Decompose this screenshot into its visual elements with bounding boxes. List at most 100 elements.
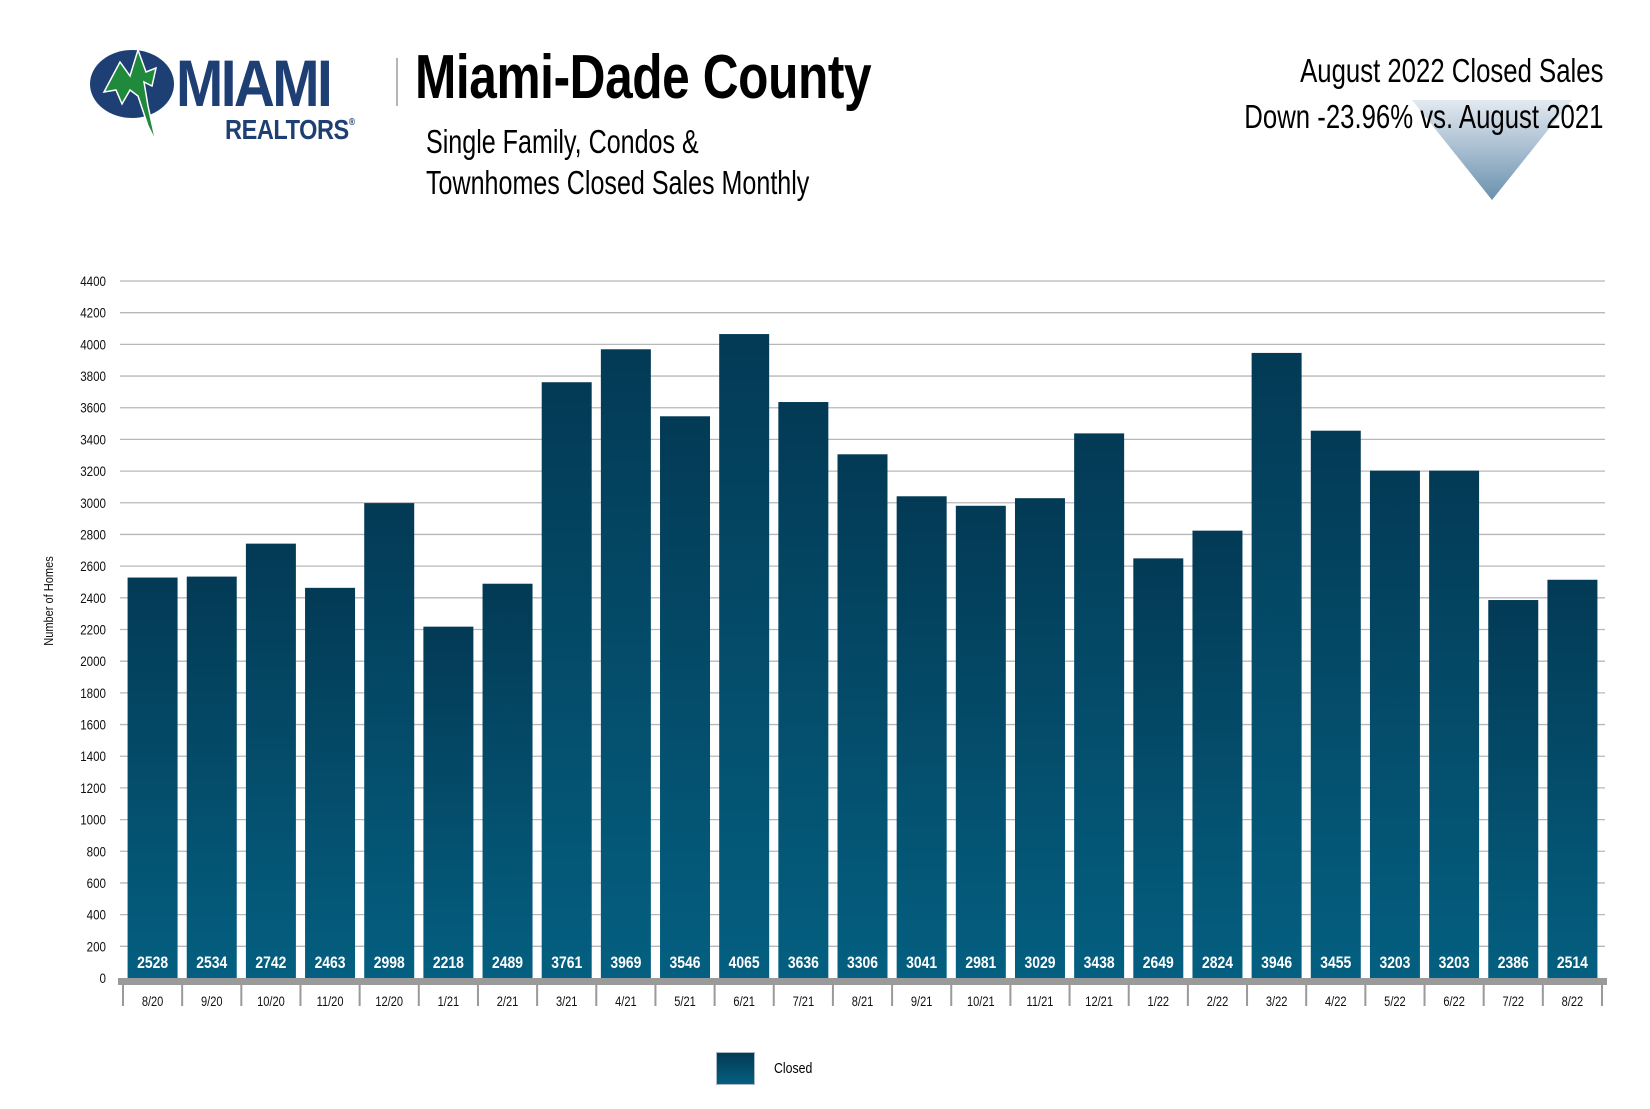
headline-line-1: August 2022 Closed Sales <box>1299 52 1603 89</box>
registered-mark: ® <box>348 117 355 128</box>
bar-value-label: 3438 <box>1084 954 1115 973</box>
x-axis: 8/20 9/20 10/20 11/20 12/20 1/21 2/21 3/21 4/21 5… <box>118 978 1607 1009</box>
y-tick-label: 1200 <box>80 781 106 796</box>
x-tick-label: 4/22 <box>1325 994 1347 1009</box>
bar-12-20 <box>364 503 415 978</box>
bar-value-label: 2218 <box>433 954 464 973</box>
x-tick-label: 2/21 <box>497 994 519 1009</box>
y-tick-label: 4000 <box>80 338 106 353</box>
bar-10-20 <box>245 543 296 978</box>
bar-value-label: 4065 <box>729 954 760 973</box>
x-tick-label: 7/22 <box>1502 994 1524 1009</box>
bar-1-21 <box>423 626 474 978</box>
y-tick-label: 3000 <box>80 496 106 511</box>
x-tick-label: 12/21 <box>1085 994 1113 1009</box>
x-tick-label: 6/21 <box>733 994 755 1009</box>
x-tick-label: 11/20 <box>317 994 344 1009</box>
bar-8-21 <box>837 454 888 978</box>
down-arrow-icon <box>1412 100 1572 200</box>
bar-value-label: 2534 <box>196 954 227 973</box>
bar-value-label: 2649 <box>1143 954 1174 973</box>
y-tick-label: 400 <box>87 908 106 923</box>
y-tick-label: 0 <box>100 971 106 986</box>
bar-value-label: 3946 <box>1261 954 1292 973</box>
bar-value-label: 3203 <box>1439 954 1470 973</box>
bar-value-label: 3041 <box>906 954 937 973</box>
page-subtitle: Single Family, Condos & Townhomes Closed… <box>426 121 809 203</box>
bar-value-label: 2514 <box>1557 954 1588 973</box>
x-tick-label: 11/21 <box>1027 994 1054 1009</box>
y-tick-label: 3600 <box>80 401 106 416</box>
bar-6-21 <box>719 334 770 979</box>
bar-11-21 <box>1014 498 1065 978</box>
x-tick-label: 3/22 <box>1266 994 1288 1009</box>
x-tick-label: 1/22 <box>1148 994 1170 1009</box>
bar-value-label: 2528 <box>137 954 168 973</box>
bar-value-labels: 2528 2534 2742 2463 2998 2218 2489 3761 3969 3546… <box>137 954 1588 973</box>
bar-value-label: 2386 <box>1498 954 1529 973</box>
x-tick-label: 1/21 <box>438 994 460 1009</box>
bar-value-label: 3546 <box>670 954 701 973</box>
bar-value-label: 2981 <box>965 954 996 973</box>
legend-label-closed: Closed <box>774 1060 813 1077</box>
x-tick-label: 6/22 <box>1443 994 1465 1009</box>
bar-5-21 <box>660 416 711 978</box>
bar-value-label: 2463 <box>315 954 346 973</box>
y-tick-label: 4400 <box>80 274 106 289</box>
y-tick-label: 3200 <box>80 464 106 479</box>
y-tick-label: 2000 <box>80 654 106 669</box>
y-tick-label: 3800 <box>80 369 106 384</box>
miami-realtors-logo-icon <box>90 47 174 155</box>
y-tick-label: 200 <box>87 940 106 955</box>
x-tick-label: 5/22 <box>1384 994 1406 1009</box>
bar-1-22 <box>1133 558 1184 978</box>
bar-8-22 <box>1547 579 1598 978</box>
x-tick-label: 9/20 <box>201 994 223 1009</box>
bar-value-label: 3761 <box>551 954 582 973</box>
header-divider <box>396 58 398 106</box>
y-tick-label: 1000 <box>80 813 106 828</box>
x-tick-label: 3/21 <box>556 994 578 1009</box>
logo-wordmark: MIAMI <box>176 46 333 120</box>
y-tick-label: 2400 <box>80 591 106 606</box>
bar-3-21 <box>541 382 592 979</box>
y-tick-label: 3400 <box>80 433 106 448</box>
chart-legend: Closed <box>716 1052 821 1085</box>
bar-value-label: 3306 <box>847 954 878 973</box>
y-tick-label: 1400 <box>80 749 106 764</box>
x-tick-label: 5/21 <box>674 994 696 1009</box>
bar-3-22 <box>1251 352 1302 978</box>
x-tick-label: 7/21 <box>793 994 815 1009</box>
x-tick-label: 12/20 <box>375 994 403 1009</box>
bar-10-21 <box>955 505 1006 978</box>
y-tick-label: 4200 <box>80 306 106 321</box>
bar-8-20 <box>127 577 178 978</box>
bar-11-20 <box>305 587 356 978</box>
headline-line-2: Down -23.96% vs. August 2021 <box>1243 98 1603 135</box>
subtitle-line-1: Single Family, Condos & <box>426 123 699 160</box>
bar-value-label: 3203 <box>1379 954 1410 973</box>
bar-6-22 <box>1429 470 1480 978</box>
y-tick-label: 2200 <box>80 623 106 638</box>
bar-value-label: 3969 <box>610 954 641 973</box>
bar-value-label: 2998 <box>374 954 405 973</box>
bar-9-20 <box>186 576 237 978</box>
bar-9-21 <box>896 496 947 978</box>
x-tick-label: 10/20 <box>257 994 285 1009</box>
bar-7-22 <box>1488 600 1539 978</box>
x-tick-label: 10/21 <box>967 994 995 1009</box>
bars <box>127 334 1598 979</box>
legend-swatch-closed <box>716 1052 755 1085</box>
x-tick-label: 4/21 <box>615 994 637 1009</box>
bar-value-label: 2824 <box>1202 954 1233 973</box>
y-tick-label: 2800 <box>80 528 106 543</box>
bar-4-21 <box>600 349 651 979</box>
x-tick-label: 8/22 <box>1562 994 1584 1009</box>
bar-2-21 <box>482 583 533 978</box>
bar-7-21 <box>778 402 829 978</box>
bar-value-label: 3636 <box>788 954 819 973</box>
y-tick-label: 1800 <box>80 686 106 701</box>
page-title: Miami-Dade County <box>415 43 872 112</box>
x-tick-label: 8/20 <box>142 994 164 1009</box>
